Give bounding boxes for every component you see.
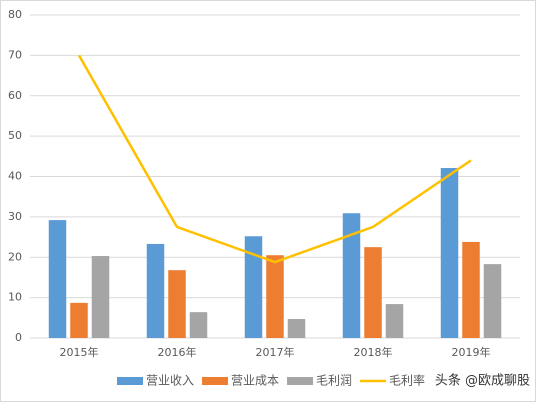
- bar: [70, 302, 88, 338]
- legend-label: 营业收入: [146, 374, 194, 388]
- y-tick-label: 60: [8, 89, 22, 102]
- bar: [189, 312, 208, 338]
- bar: [48, 220, 67, 338]
- bar: [342, 213, 361, 338]
- y-tick-label: 50: [8, 129, 22, 142]
- legend-label: 毛利率: [389, 373, 425, 388]
- bar: [244, 236, 263, 338]
- y-tick-label: 70: [8, 48, 22, 61]
- x-tick-label: 2015年: [60, 345, 99, 359]
- legend-swatch: [287, 377, 314, 385]
- bar: [440, 168, 459, 338]
- x-tick-label: 2019年: [452, 345, 491, 359]
- y-tick-label: 10: [8, 291, 22, 304]
- bar: [364, 247, 382, 338]
- line: [77, 54, 472, 264]
- y-tick-label: 0: [15, 331, 22, 344]
- y-tick-label: 20: [8, 250, 22, 263]
- y-tick-label: 80: [8, 8, 22, 21]
- bar: [91, 256, 110, 338]
- bar: [146, 243, 165, 338]
- bar: [287, 319, 306, 338]
- bar: [462, 241, 480, 338]
- bar: [168, 270, 186, 338]
- legend-swatch: [202, 377, 229, 385]
- bar: [266, 255, 284, 338]
- x-tick-label: 2018年: [354, 345, 393, 359]
- legend-label: 营业成本: [231, 374, 279, 388]
- bar: [385, 304, 404, 338]
- y-tick-label: 30: [8, 210, 22, 223]
- x-tick-label: 2017年: [256, 345, 295, 359]
- legend-label: 毛利润: [316, 374, 352, 388]
- bar: [483, 264, 502, 338]
- legend-swatch: [117, 377, 143, 385]
- watermark: 头条 @欧成聊股: [435, 373, 530, 389]
- x-tick-label: 2016年: [158, 345, 197, 359]
- y-tick-label: 40: [8, 170, 22, 183]
